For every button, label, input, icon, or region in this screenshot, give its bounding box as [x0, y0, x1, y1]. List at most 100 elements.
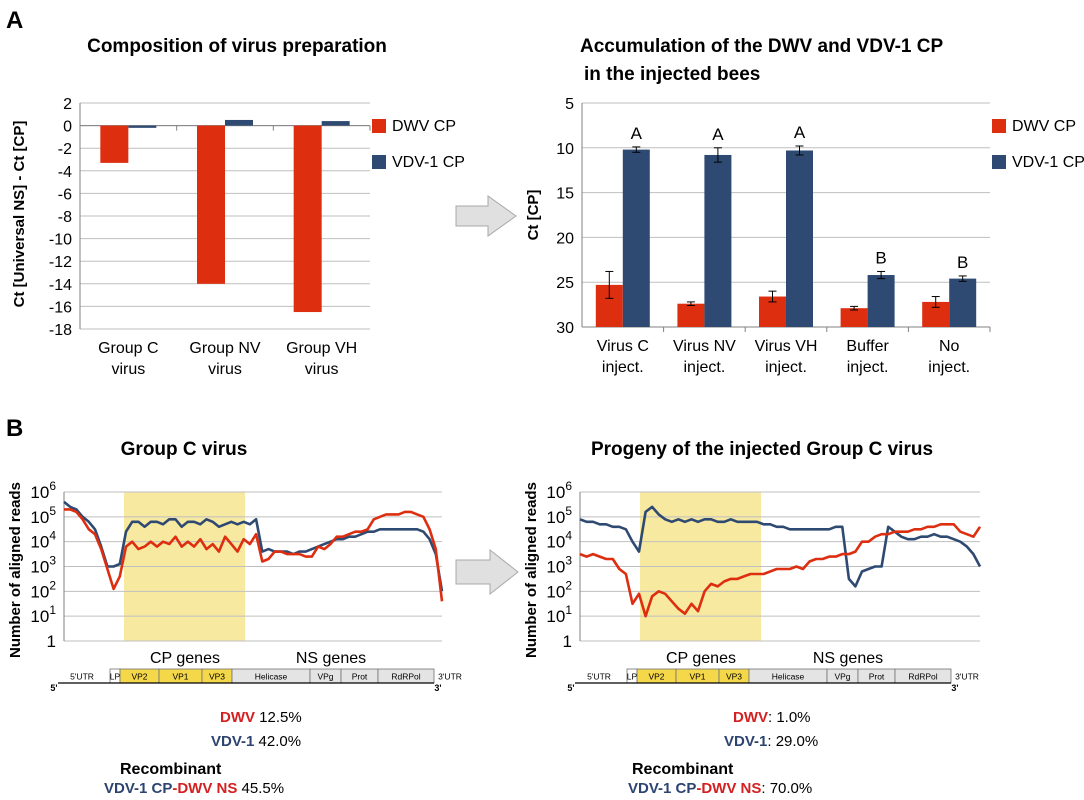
coverage-group-c-lines — [63, 500, 444, 602]
y-tick-label: 20 — [556, 230, 574, 247]
coverage-progeny-chart: Progeny of the injected Group C virus 11… — [523, 439, 982, 797]
x-tick-label: inject. — [928, 359, 970, 376]
accumulation-chart-y-ticks: 5 10 15 20 25 30 — [556, 96, 574, 337]
vdv-percentage: VDV-1 42.0% — [211, 733, 301, 750]
vdv-percentage: VDV-1: 29.0% — [724, 733, 818, 750]
bar-vdv — [128, 125, 157, 128]
y-tick-label: -10 — [49, 232, 72, 249]
genome-segment-label: LP — [110, 672, 121, 682]
coverage-progeny-y-label: Number of aligned reads — [523, 482, 540, 658]
x-tick-label: virus — [305, 361, 339, 378]
legend-label: VDV-1 CP — [392, 154, 465, 171]
accumulation-chart-y-label: Ct [CP] — [525, 190, 542, 241]
y-tick-label: -16 — [49, 299, 72, 316]
genome-segment-label: VP1 — [689, 672, 705, 682]
x-tick-label: inject. — [602, 359, 644, 376]
bar-vdv — [321, 121, 350, 126]
bar-vdv — [622, 149, 650, 327]
genome-segment-label: LP — [627, 672, 638, 682]
coverage-group-c-stats: DWV 12.5% VDV-1 42.0% Recombinant VDV-1 CP-… — [104, 709, 302, 797]
dwv-percentage: DWV: 1.0% — [733, 709, 811, 726]
y-tick-label: 15 — [556, 186, 574, 203]
y-tick-label: -2 — [58, 141, 72, 158]
y-tick-label: 101 — [546, 603, 572, 626]
y-tick-label: 105 — [546, 504, 572, 527]
legend-label: VDV-1 CP — [1012, 154, 1084, 171]
recombinant-title: Recombinant — [120, 761, 222, 778]
genome-utr-label: 3'UTR — [955, 672, 979, 682]
y-tick-label: 0 — [63, 119, 72, 136]
genome-segment-label: Helicase — [255, 672, 288, 682]
composition-chart-x-ticks: Group C virus Group NV virus Group VH virus — [98, 340, 357, 378]
genome-segment-label: VPg — [317, 672, 333, 682]
y-tick-label: 30 — [556, 320, 574, 337]
accumulation-chart-annotations: A A A B B — [631, 123, 969, 272]
coverage-line-dwv — [64, 508, 444, 602]
y-tick-label: 1 — [47, 632, 56, 651]
bar-vdv — [786, 150, 813, 327]
genome-segment-label: Helicase — [772, 672, 805, 682]
legend-label: DWV CP — [1012, 118, 1076, 135]
panel-label-a: A — [6, 7, 23, 34]
y-tick-label: 103 — [546, 554, 572, 577]
x-tick-label: No — [939, 338, 960, 355]
bar-vdv — [949, 278, 977, 327]
coverage-group-c-title: Group C virus — [121, 439, 248, 460]
coverage-progeny-ns-genes-label: NS genes — [813, 650, 883, 667]
genome-end-5: 5' — [567, 683, 574, 693]
bar-dwv — [677, 303, 705, 327]
significance-letter: A — [631, 124, 643, 143]
bar-vdv — [704, 154, 732, 327]
coverage-group-c-grid — [63, 491, 442, 642]
accumulation-chart-error-bars — [605, 145, 967, 311]
legend-swatch — [372, 155, 386, 169]
y-tick-label: 10 — [556, 141, 574, 158]
coverage-group-c-ns-genes-label: NS genes — [296, 650, 366, 667]
composition-chart-y-ticks: 2 0 -2 -4 -6 -8 -10 -12 -14 -16 -18 — [49, 96, 72, 339]
y-tick-label: -14 — [49, 277, 72, 294]
genome-segment-label: Prot — [869, 672, 885, 682]
x-tick-label: Buffer — [846, 338, 889, 355]
accumulation-chart-legend: DWV CP VDV-1 CP — [992, 118, 1084, 171]
y-tick-label: 103 — [30, 554, 56, 577]
genome-segment-label: RdRPol — [391, 672, 420, 682]
genome-segment-label: VP3 — [209, 672, 225, 682]
genome-segment-label: VP2 — [131, 672, 147, 682]
genome-segment-label: VP3 — [726, 672, 742, 682]
composition-chart-legend: DWV CP VDV-1 CP — [372, 118, 465, 171]
genome-segment-label: Prot — [352, 672, 368, 682]
genome-end-5: 5' — [50, 683, 57, 693]
y-tick-label: 1 — [563, 632, 572, 651]
x-tick-label: Virus VH — [755, 338, 818, 355]
bar-dwv — [840, 308, 868, 327]
significance-letter: B — [875, 248, 886, 267]
coverage-group-c-genome-map: LP VP2 VP1 VP3 Helicase VPg Prot RdRPol 5'UTR 3'U… — [50, 668, 462, 693]
accumulation-chart-title-line-2: in the injected bees — [584, 64, 760, 85]
y-tick-label: 101 — [30, 603, 56, 626]
x-tick-label: Group NV — [189, 340, 260, 357]
genome-segment-label: VP1 — [172, 672, 188, 682]
coverage-group-c-cp-genes-label: CP genes — [150, 650, 220, 667]
genome-segment-label: RdRPol — [908, 672, 937, 682]
recombinant-title: Recombinant — [632, 761, 734, 778]
genome-end-3: 3' — [434, 683, 441, 693]
coverage-group-c-y-label: Number of aligned reads — [7, 482, 24, 658]
arrow-icon — [455, 548, 519, 596]
bar-dwv — [293, 125, 322, 313]
composition-chart-y-label: Ct [Universal NS] - Ct [CP] — [11, 121, 28, 308]
legend-swatch — [992, 155, 1006, 169]
coverage-line-vdv — [579, 505, 982, 588]
recombinant-percentage: VDV-1 CP-DWV NS: 70.0% — [628, 780, 812, 797]
composition-chart-bars — [100, 119, 350, 313]
x-tick-label: Group VH — [286, 340, 357, 357]
significance-letter: B — [957, 253, 968, 272]
y-tick-label: 5 — [565, 96, 574, 113]
x-tick-label: virus — [111, 361, 145, 378]
genome-utr-label: 5'UTR — [587, 672, 611, 682]
legend-label: DWV CP — [392, 118, 456, 135]
coverage-progeny-grid — [579, 491, 980, 642]
y-tick-label: 104 — [546, 529, 572, 552]
x-tick-label: inject. — [847, 359, 889, 376]
